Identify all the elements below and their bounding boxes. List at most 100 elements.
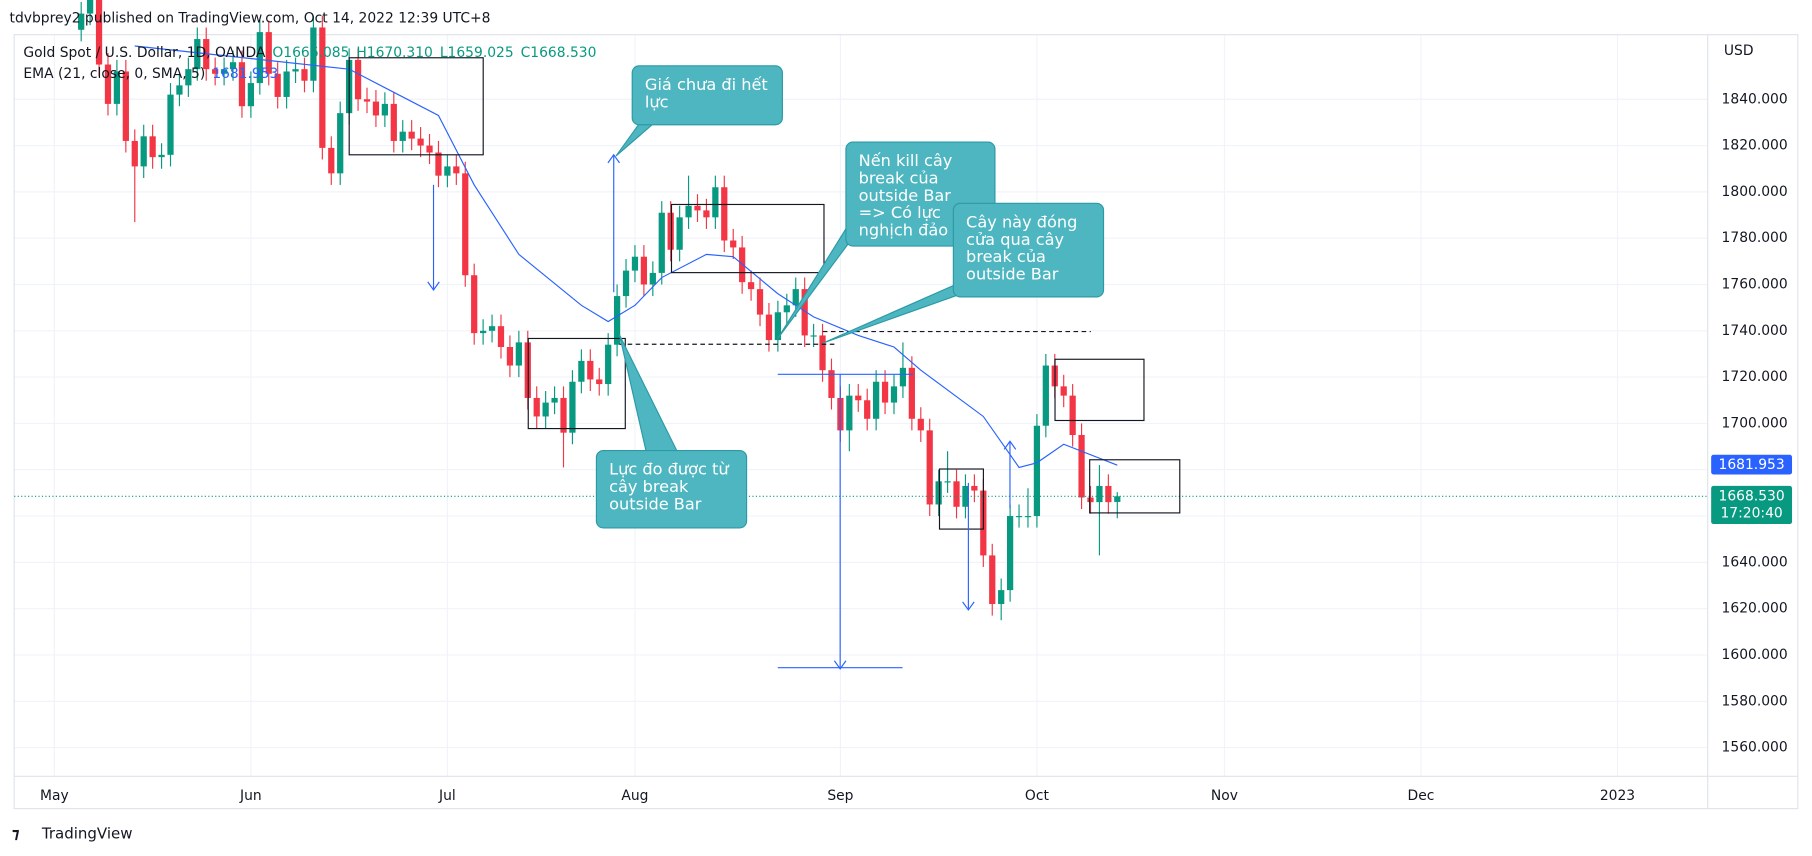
candle-body bbox=[95, 0, 103, 65]
candle-body bbox=[810, 335, 817, 337]
candle-body bbox=[497, 326, 505, 348]
candle-body bbox=[462, 173, 469, 276]
candle-body bbox=[1024, 516, 1032, 518]
candle-body bbox=[158, 154, 165, 158]
candle-body bbox=[971, 485, 978, 491]
candle-body bbox=[640, 256, 648, 285]
callout-text: Lực đo được từ bbox=[609, 460, 729, 479]
candle-body bbox=[703, 210, 710, 218]
candle-body bbox=[712, 187, 719, 218]
candle-body bbox=[890, 386, 898, 403]
candle-body bbox=[917, 418, 924, 431]
candle-body bbox=[631, 256, 639, 271]
candle-body bbox=[328, 147, 335, 174]
axes: 1560.000 1580.000 1600.000 1620.000 1640.000… bbox=[40, 91, 1793, 804]
candle-body bbox=[131, 140, 138, 167]
annotations bbox=[348, 57, 1181, 670]
candle-body bbox=[354, 59, 362, 100]
candle-body bbox=[765, 314, 773, 341]
y-tick-label: 1700.000 bbox=[1722, 415, 1788, 431]
x-tick-label: Oct bbox=[1025, 788, 1050, 804]
arrow-head bbox=[962, 601, 975, 611]
candle-body bbox=[694, 205, 701, 211]
box bbox=[348, 57, 484, 156]
candle-body bbox=[408, 131, 415, 139]
candle-body bbox=[560, 397, 567, 433]
candle-body bbox=[873, 381, 880, 419]
candle-body bbox=[944, 481, 951, 483]
x-tick-label: May bbox=[40, 788, 69, 804]
candle-body bbox=[533, 397, 540, 417]
candle-body bbox=[167, 94, 174, 155]
candle-body bbox=[667, 212, 674, 250]
y-tick-label: 1580.000 bbox=[1722, 693, 1788, 709]
x-tick-label: 2023 bbox=[1600, 788, 1635, 804]
ohlc: O1666.085 bbox=[272, 45, 349, 61]
candle-body bbox=[220, 69, 228, 74]
candle-body bbox=[292, 69, 299, 72]
candle-body bbox=[140, 136, 147, 167]
candle-body bbox=[301, 69, 308, 81]
candle-body bbox=[1042, 365, 1049, 426]
candle-body bbox=[399, 131, 406, 141]
candle-body bbox=[730, 240, 737, 248]
candle-body bbox=[515, 342, 522, 366]
x-tick-label: Jun bbox=[239, 788, 262, 804]
candle-body bbox=[587, 360, 594, 380]
candle-body bbox=[444, 166, 451, 176]
candle-body bbox=[819, 335, 826, 371]
callout-text: => Có lực bbox=[859, 203, 941, 222]
candle-body bbox=[605, 344, 612, 385]
box bbox=[1089, 459, 1181, 514]
candle-body bbox=[1060, 386, 1067, 396]
candle-body bbox=[78, 13, 85, 30]
ohlc: L1659.025 bbox=[440, 45, 514, 61]
candle-body bbox=[238, 62, 246, 107]
candle-body bbox=[613, 296, 621, 345]
candle-body bbox=[229, 62, 237, 70]
y-tick-label: 1760.000 bbox=[1722, 276, 1788, 292]
candle-body bbox=[247, 83, 255, 107]
y-tick-label: 1720.000 bbox=[1722, 369, 1788, 385]
candle-body bbox=[864, 400, 871, 419]
callout-text: Nến kill cây bbox=[859, 151, 953, 170]
candle-body bbox=[453, 166, 460, 174]
candle-body bbox=[176, 85, 183, 95]
candle-body bbox=[1105, 485, 1112, 503]
candle-body bbox=[381, 103, 388, 116]
candle-body bbox=[1087, 497, 1094, 503]
candle-body bbox=[542, 402, 549, 417]
ema-price-label: 1681.953 bbox=[1719, 457, 1785, 473]
candle-body bbox=[685, 205, 692, 218]
callout-text: outside Bar bbox=[859, 186, 952, 205]
ohlc: H1670.310 bbox=[356, 45, 433, 61]
frame bbox=[13, 34, 1799, 810]
candle-body bbox=[953, 481, 960, 507]
ema-price-tag bbox=[1711, 454, 1793, 475]
candle-body bbox=[149, 136, 156, 158]
candle-body bbox=[926, 430, 933, 505]
candle-body bbox=[417, 138, 424, 146]
candle-body bbox=[274, 73, 281, 97]
indicator-header: EMA (21, close, 0, SMA, 5) 1681.953 bbox=[23, 66, 278, 82]
candle-body bbox=[488, 326, 496, 331]
candle-body bbox=[596, 379, 603, 385]
candle-body bbox=[256, 32, 263, 84]
x-tick-label: Nov bbox=[1211, 788, 1238, 804]
y-tick-label: 1820.000 bbox=[1722, 138, 1788, 154]
candle-body bbox=[935, 481, 942, 505]
callout-text: outside Bar bbox=[609, 494, 702, 513]
candle-body bbox=[551, 397, 558, 403]
candle-body bbox=[122, 71, 129, 141]
symbol: Gold Spot / U.S. Dollar, 1D, OANDA bbox=[23, 45, 266, 61]
candle-body bbox=[283, 71, 290, 97]
callout-text: outside Bar bbox=[966, 264, 1059, 283]
candle-body bbox=[390, 103, 397, 141]
candle-body bbox=[1033, 425, 1041, 517]
candle-body bbox=[899, 367, 907, 387]
symbol-header: Gold Spot / U.S. Dollar, 1D, OANDA O1666.… bbox=[23, 45, 596, 61]
candle-body bbox=[908, 367, 915, 419]
